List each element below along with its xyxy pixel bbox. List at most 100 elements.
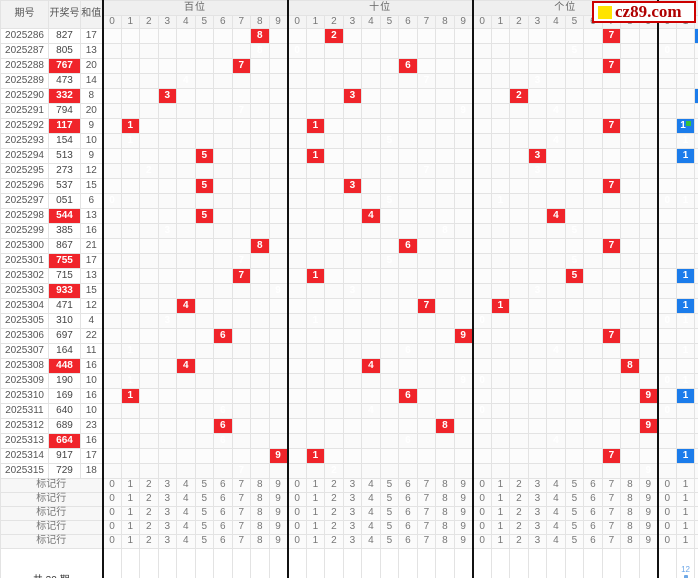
marker-cell[interactable]: 4 <box>176 533 196 549</box>
marker-cell[interactable]: 9 <box>268 477 289 493</box>
marker-cell[interactable]: 9 <box>453 519 474 535</box>
marker-row[interactable]: 标记行0123456789012345678901234567890123456… <box>0 477 698 493</box>
marker-cell[interactable]: 4 <box>361 505 381 521</box>
marker-cell[interactable]: 7 <box>231 477 251 493</box>
marker-cell[interactable]: 6 <box>213 519 233 535</box>
marker-cell[interactable]: 9 <box>268 519 289 535</box>
marker-cell[interactable]: 6 <box>398 533 418 549</box>
marker-cell[interactable]: 0 <box>101 505 122 521</box>
marker-cell[interactable]: 2 <box>139 519 159 535</box>
marker-cell[interactable]: 1 <box>675 477 696 493</box>
marker-cell[interactable]: 2 <box>324 519 344 535</box>
marker-cell[interactable]: 1 <box>120 491 140 507</box>
marker-cell[interactable]: 2 <box>324 477 344 493</box>
marker-cell[interactable]: 4 <box>176 491 196 507</box>
marker-cell[interactable]: 6 <box>213 533 233 549</box>
marker-cell[interactable]: 6 <box>583 477 603 493</box>
marker-cell[interactable]: 7 <box>231 533 251 549</box>
marker-cell[interactable]: 4 <box>176 477 196 493</box>
marker-cell[interactable]: 0 <box>471 519 492 535</box>
marker-cell[interactable]: 2 <box>509 533 529 549</box>
marker-cell[interactable]: 3 <box>527 505 548 521</box>
marker-cell[interactable]: 0 <box>286 505 307 521</box>
marker-cell[interactable]: 1 <box>305 519 326 535</box>
marker-cell[interactable]: 7 <box>416 477 437 493</box>
marker-cell[interactable]: 1 <box>675 491 696 507</box>
marker-cell[interactable]: 0 <box>286 533 307 549</box>
marker-cell[interactable]: 2 <box>139 505 159 521</box>
marker-cell[interactable]: 7 <box>416 519 437 535</box>
marker-cell[interactable]: 0 <box>656 491 677 507</box>
marker-cell[interactable]: 8 <box>250 505 270 521</box>
marker-cell[interactable]: 1 <box>490 533 511 549</box>
marker-cell[interactable]: 4 <box>361 519 381 535</box>
marker-cell[interactable]: 1 <box>675 519 696 535</box>
marker-cell[interactable]: 2 <box>324 491 344 507</box>
marker-cell[interactable]: 7 <box>416 533 437 549</box>
marker-cell[interactable]: 9 <box>638 505 659 521</box>
marker-cell[interactable]: 1 <box>675 533 696 549</box>
marker-cell[interactable]: 5 <box>194 477 214 493</box>
marker-cell[interactable]: 7 <box>601 519 622 535</box>
marker-cell[interactable]: 3 <box>342 477 363 493</box>
marker-cell[interactable]: 9 <box>268 533 289 549</box>
marker-cell[interactable]: 3 <box>527 533 548 549</box>
marker-cell[interactable]: 3 <box>342 491 363 507</box>
marker-cell[interactable]: 8 <box>250 477 270 493</box>
marker-row[interactable]: 标记行0123456789012345678901234567890123456… <box>0 533 698 549</box>
marker-cell[interactable]: 9 <box>638 491 659 507</box>
marker-cell[interactable]: 0 <box>471 505 492 521</box>
marker-cell[interactable]: 5 <box>564 519 585 535</box>
marker-cell[interactable]: 7 <box>416 505 437 521</box>
marker-cell[interactable]: 3 <box>527 519 548 535</box>
marker-cell[interactable]: 1 <box>305 533 326 549</box>
marker-cell[interactable]: 6 <box>398 477 418 493</box>
marker-cell[interactable]: 6 <box>583 505 603 521</box>
marker-cell[interactable]: 1 <box>305 477 326 493</box>
marker-cell[interactable]: 2 <box>139 533 159 549</box>
marker-cell[interactable]: 4 <box>546 519 566 535</box>
marker-row[interactable]: 标记行0123456789012345678901234567890123456… <box>0 491 698 507</box>
marker-cell[interactable]: 5 <box>379 519 400 535</box>
marker-cell[interactable]: 5 <box>379 505 400 521</box>
marker-cell[interactable]: 5 <box>564 505 585 521</box>
marker-cell[interactable]: 5 <box>564 491 585 507</box>
marker-cell[interactable]: 5 <box>379 491 400 507</box>
marker-cell[interactable]: 1 <box>305 505 326 521</box>
marker-cell[interactable]: 5 <box>194 491 214 507</box>
marker-cell[interactable]: 4 <box>361 477 381 493</box>
marker-cell[interactable]: 6 <box>398 491 418 507</box>
marker-cell[interactable]: 0 <box>286 519 307 535</box>
marker-cell[interactable]: 4 <box>546 533 566 549</box>
marker-cell[interactable]: 7 <box>416 491 437 507</box>
marker-cell[interactable]: 8 <box>250 491 270 507</box>
marker-cell[interactable]: 3 <box>342 533 363 549</box>
marker-cell[interactable]: 3 <box>527 491 548 507</box>
marker-cell[interactable]: 6 <box>398 519 418 535</box>
marker-cell[interactable]: 4 <box>546 505 566 521</box>
marker-cell[interactable]: 2 <box>509 505 529 521</box>
marker-cell[interactable]: 4 <box>546 477 566 493</box>
marker-cell[interactable]: 0 <box>656 533 677 549</box>
marker-cell[interactable]: 8 <box>620 519 640 535</box>
marker-cell[interactable]: 4 <box>176 505 196 521</box>
marker-cell[interactable]: 7 <box>601 533 622 549</box>
marker-cell[interactable]: 2 <box>509 491 529 507</box>
marker-cell[interactable]: 1 <box>490 477 511 493</box>
marker-cell[interactable]: 7 <box>231 505 251 521</box>
marker-cell[interactable]: 0 <box>471 533 492 549</box>
marker-cell[interactable]: 8 <box>620 505 640 521</box>
marker-cell[interactable]: 3 <box>157 477 177 493</box>
marker-cell[interactable]: 0 <box>656 519 677 535</box>
marker-cell[interactable]: 7 <box>601 477 622 493</box>
marker-cell[interactable]: 8 <box>250 519 270 535</box>
marker-cell[interactable]: 5 <box>564 477 585 493</box>
marker-cell[interactable]: 6 <box>398 505 418 521</box>
marker-cell[interactable]: 0 <box>101 477 122 493</box>
marker-cell[interactable]: 0 <box>101 519 122 535</box>
marker-cell[interactable]: 2 <box>139 491 159 507</box>
marker-cell[interactable]: 6 <box>213 505 233 521</box>
marker-cell[interactable]: 0 <box>286 491 307 507</box>
marker-cell[interactable]: 2 <box>509 477 529 493</box>
marker-cell[interactable]: 3 <box>157 505 177 521</box>
